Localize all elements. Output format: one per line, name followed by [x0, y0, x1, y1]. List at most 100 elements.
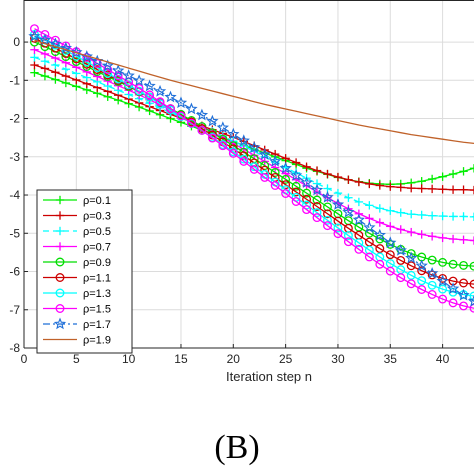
marker-star [352, 213, 366, 226]
marker-circle [438, 273, 448, 283]
data-point [417, 184, 426, 193]
marker-star [342, 205, 355, 218]
legend-label: ρ=0.7 [83, 242, 111, 254]
data-point [270, 181, 280, 190]
legend-item: ρ=0.3 [43, 211, 111, 223]
series-line [34, 35, 474, 302]
data-point [407, 209, 416, 219]
data-point [112, 64, 125, 76]
marker-circle [302, 188, 312, 198]
marker-circle [343, 237, 353, 247]
x-tick-label: 20 [227, 352, 241, 366]
data-point [279, 161, 292, 174]
data-point [71, 57, 81, 67]
marker-circle [459, 260, 468, 270]
marker-circle [406, 270, 416, 280]
data-point [375, 259, 385, 269]
data-point [405, 251, 418, 264]
data-point [384, 236, 397, 249]
data-point [364, 245, 374, 255]
data-point [425, 266, 439, 279]
data-point [185, 102, 198, 115]
x-tick-label: 15 [174, 352, 188, 366]
data-point [459, 212, 468, 221]
data-point [155, 97, 165, 107]
marker-star [331, 198, 345, 210]
legend-item: ρ=1.7 [43, 317, 111, 331]
x-axis-label: Iteration step n [226, 369, 312, 384]
legend-box [36, 189, 133, 354]
data-point [438, 172, 447, 181]
marker-star [38, 33, 52, 46]
marker-star [122, 69, 135, 81]
data-point [365, 179, 374, 189]
marker-circle [40, 29, 50, 39]
y-tick-label: -6 [9, 265, 20, 279]
data-point [459, 278, 468, 288]
marker-circle [145, 90, 155, 100]
series-9 [34, 39, 474, 145]
data-point [237, 134, 250, 146]
data-point [30, 68, 39, 77]
marker-circle [375, 244, 385, 254]
data-point [469, 303, 474, 313]
marker-circle [302, 205, 312, 215]
marker-circle [312, 208, 322, 218]
data-point [132, 74, 146, 86]
marker-star [384, 236, 397, 249]
marker-star [279, 161, 292, 174]
panel-caption: (B) [214, 429, 260, 466]
data-point [206, 114, 219, 127]
data-point [174, 96, 188, 109]
marker-circle [354, 238, 364, 248]
marker-circle [323, 221, 332, 231]
x-tick-label: 10 [122, 352, 136, 366]
y-tick-label: -7 [9, 303, 20, 317]
data-point [438, 284, 448, 294]
x-tick-label: 25 [279, 352, 293, 366]
data-point [51, 68, 60, 77]
data-point [50, 35, 60, 45]
marker-circle [155, 97, 165, 107]
marker-star [394, 244, 407, 256]
marker-circle [364, 245, 374, 255]
data-point [40, 64, 50, 73]
marker-star [195, 108, 209, 121]
data-point [407, 227, 416, 237]
data-point [227, 127, 240, 140]
data-point [248, 141, 261, 153]
data-point [469, 185, 474, 195]
data-point [333, 223, 343, 233]
marker-circle [55, 273, 65, 282]
data-point [270, 163, 280, 172]
data-point [40, 56, 50, 66]
data-point [291, 197, 301, 206]
data-point [28, 29, 41, 42]
legend-item: ρ=0.7 [43, 242, 111, 254]
marker-circle [166, 104, 175, 114]
marker-circle [427, 290, 437, 299]
data-point [469, 164, 474, 173]
y-tick-label: -5 [9, 226, 20, 240]
marker-circle [417, 276, 427, 286]
marker-circle [207, 133, 217, 143]
data-point [333, 229, 343, 239]
data-point [396, 208, 405, 217]
data-point [406, 270, 416, 280]
data-point [459, 260, 468, 270]
data-point [459, 235, 468, 244]
data-point [323, 169, 332, 179]
x-tick-label: 0 [21, 352, 28, 366]
data-point [448, 298, 458, 308]
marker-circle [396, 255, 406, 265]
marker-circle [385, 266, 395, 276]
marker-star [425, 266, 439, 279]
legend-label: ρ=0.3 [83, 211, 111, 223]
marker-star [436, 274, 449, 287]
data-point [61, 52, 71, 62]
data-point [269, 154, 282, 167]
data-point [396, 255, 406, 265]
legend-label: ρ=1.9 [83, 335, 111, 347]
data-point [448, 259, 458, 269]
marker-circle [218, 141, 228, 151]
